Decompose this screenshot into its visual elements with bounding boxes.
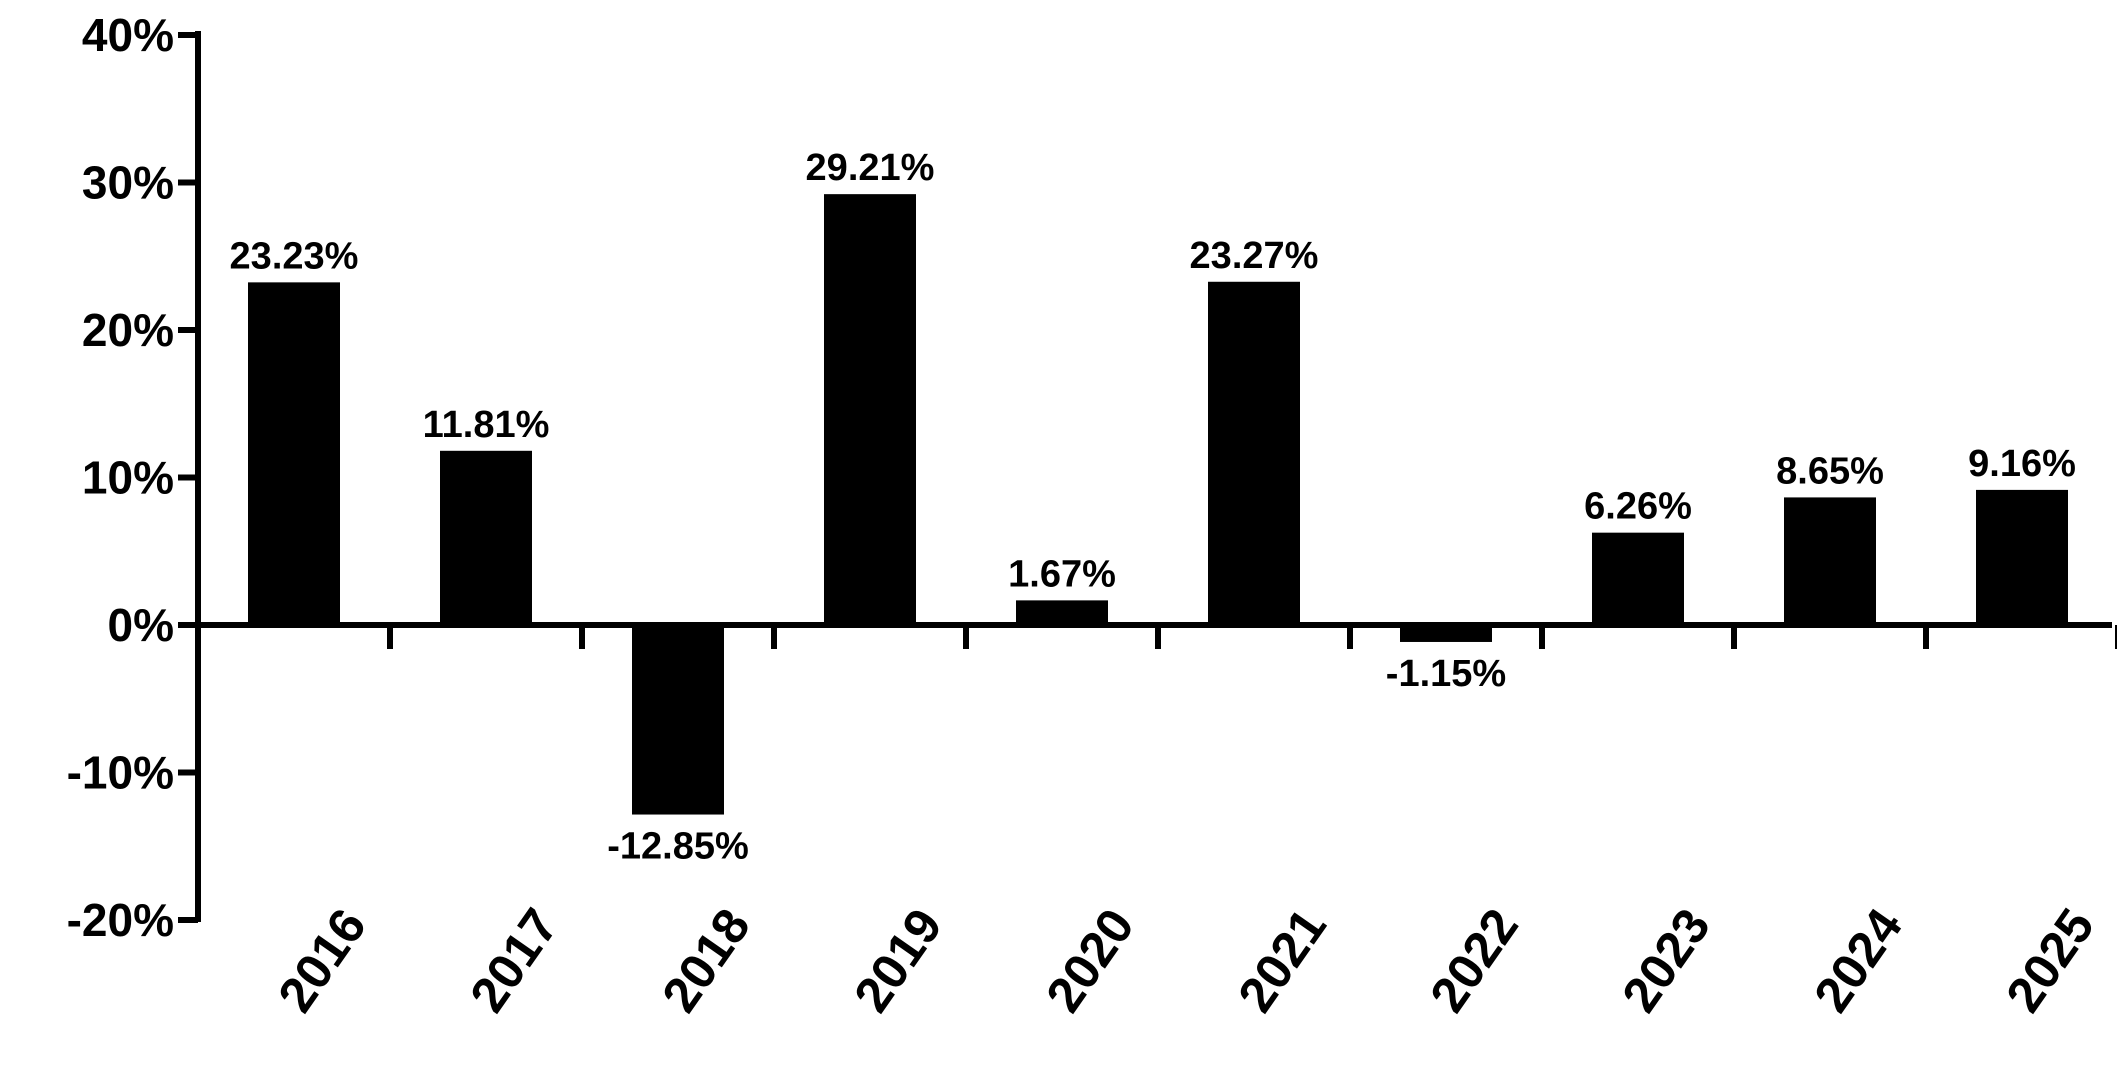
bar-2017 bbox=[440, 450, 532, 625]
y-axis: 40% 30% 20% 10% 0% -10% -20% bbox=[67, 9, 201, 946]
data-labels: 23.23% 11.81% -12.85% 29.21% 1.67% 23.27% -1.1… bbox=[230, 147, 2076, 867]
bars bbox=[248, 194, 2068, 815]
bar-2021 bbox=[1208, 281, 1300, 625]
bar-2024 bbox=[1784, 497, 1876, 625]
data-label-2018: -12.85% bbox=[607, 826, 749, 868]
data-label-2017: 11.81% bbox=[423, 404, 550, 446]
data-label-2025: 9.16% bbox=[1968, 443, 2076, 485]
data-label-2022: -1.15% bbox=[1386, 653, 1506, 695]
category-label-2019: 2019 bbox=[843, 899, 953, 1022]
bar-2025 bbox=[1976, 489, 2068, 625]
category-label-2022: 2022 bbox=[1419, 899, 1529, 1022]
bar-2020 bbox=[1016, 600, 1108, 625]
category-label-2024: 2024 bbox=[1803, 898, 1913, 1021]
category-label-2018: 2018 bbox=[651, 899, 761, 1022]
y-tick-label: 10% bbox=[82, 452, 174, 504]
bar-2016 bbox=[248, 282, 340, 625]
category-label-2023: 2023 bbox=[1611, 899, 1721, 1022]
category-label-2017: 2017 bbox=[459, 899, 569, 1022]
data-label-2016: 23.23% bbox=[230, 235, 359, 277]
x-axis bbox=[198, 622, 2117, 649]
y-tick-label: 40% bbox=[82, 9, 174, 61]
bar-2022 bbox=[1400, 625, 1492, 642]
category-labels: 2016 2017 2018 2019 2020 2021 2022 2023 2024 2025 bbox=[267, 898, 2105, 1021]
bar-2019 bbox=[824, 194, 916, 625]
data-label-2019: 29.21% bbox=[806, 147, 935, 189]
y-tick-label: 30% bbox=[82, 157, 174, 209]
category-label-2016: 2016 bbox=[267, 899, 377, 1022]
data-label-2020: 1.67% bbox=[1008, 553, 1116, 595]
bar-2023 bbox=[1592, 532, 1684, 625]
data-label-2021: 23.27% bbox=[1190, 235, 1319, 277]
data-label-2024: 8.65% bbox=[1776, 450, 1884, 492]
category-label-2025: 2025 bbox=[1995, 899, 2105, 1022]
y-tick-label: 20% bbox=[82, 304, 174, 356]
bar-2018 bbox=[632, 625, 724, 815]
category-label-2021: 2021 bbox=[1227, 899, 1337, 1022]
category-label-2020: 2020 bbox=[1035, 899, 1145, 1022]
y-tick-label: -10% bbox=[67, 747, 174, 799]
y-tick-label: 0% bbox=[108, 599, 174, 651]
data-label-2023: 6.26% bbox=[1584, 486, 1692, 528]
y-tick-label: -20% bbox=[67, 894, 174, 946]
